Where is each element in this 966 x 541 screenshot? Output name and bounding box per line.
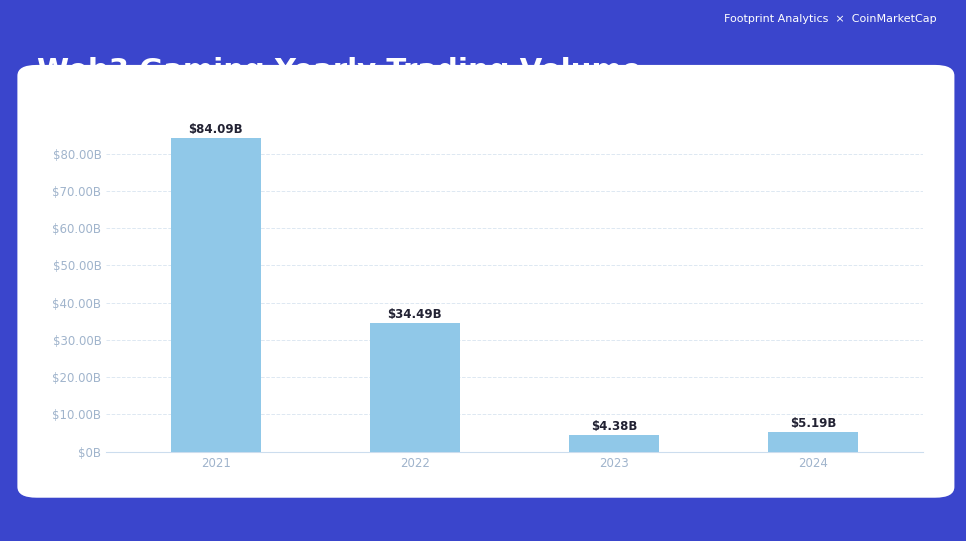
Bar [370,323,460,452]
Bar [768,432,858,452]
Text: Web3 Gaming Yearly Trading Volume: Web3 Gaming Yearly Trading Volume [37,57,641,85]
Bar [171,138,261,452]
FancyBboxPatch shape [17,65,954,498]
Text: $34.49B: $34.49B [387,308,442,321]
Bar [569,436,659,452]
Text: Footprint Analytics  ×  CoinMarketCap: Footprint Analytics × CoinMarketCap [724,14,937,23]
Text: $5.19B: $5.19B [790,417,837,430]
Text: $4.38B: $4.38B [591,420,638,433]
Text: $84.09B: $84.09B [188,123,243,136]
